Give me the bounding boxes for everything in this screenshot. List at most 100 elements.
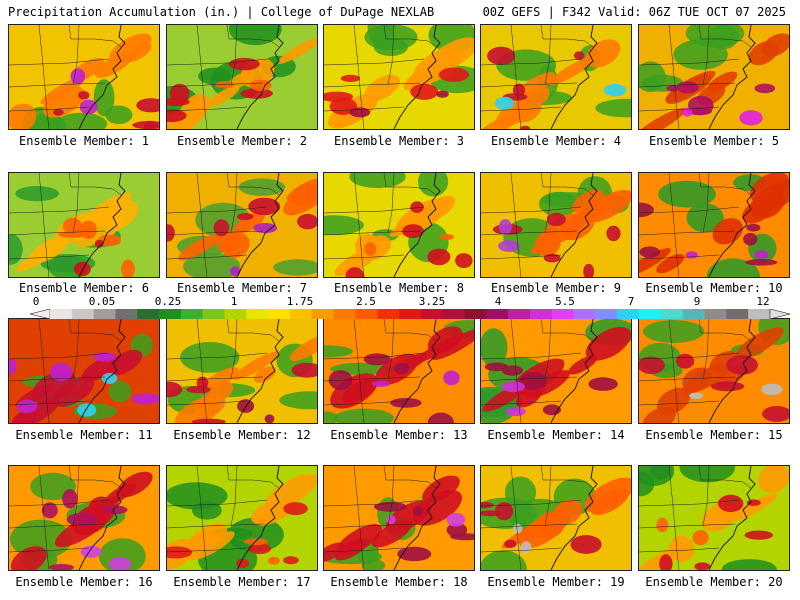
ensemble-member-map bbox=[8, 24, 160, 130]
colorbar-swatch bbox=[508, 309, 531, 319]
ensemble-member-map bbox=[166, 465, 318, 571]
colorbar-tick-label: 0.05 bbox=[88, 295, 116, 308]
colorbar-swatch bbox=[682, 309, 705, 319]
colorbar-swatch bbox=[726, 309, 749, 319]
colorbar-tick-label: 9 bbox=[693, 295, 701, 308]
colorbar-swatch bbox=[704, 309, 727, 319]
ensemble-member-map bbox=[8, 318, 160, 424]
ensemble-member-map bbox=[480, 24, 632, 130]
colorbar-tick-label: 0 bbox=[32, 295, 40, 308]
ensemble-member-label: Ensemble Member: 2 bbox=[176, 134, 308, 148]
ensemble-member-label: Ensemble Member: 10 bbox=[645, 281, 783, 295]
ensemble-member-label: Ensemble Member: 11 bbox=[15, 428, 153, 442]
colorbar-swatch bbox=[180, 309, 204, 319]
colorbar-swatch bbox=[71, 309, 94, 319]
precipitation-map bbox=[324, 319, 474, 423]
colorbar-swatch bbox=[573, 309, 596, 319]
ensemble-member-label: Ensemble Member: 8 bbox=[333, 281, 465, 295]
colorbar-swatch bbox=[137, 309, 160, 319]
precipitation-map bbox=[324, 466, 474, 570]
ensemble-member-map bbox=[638, 465, 790, 571]
colorbar-swatch bbox=[355, 309, 378, 319]
colorbar-swatch bbox=[551, 309, 574, 319]
precipitation-map bbox=[9, 25, 159, 129]
ensemble-member-map bbox=[166, 172, 318, 278]
precipitation-map bbox=[481, 25, 631, 129]
colorbar-swatch bbox=[333, 309, 356, 319]
run-info: 00Z GEFS | F342 Valid: 06Z TUE OCT 07 20… bbox=[482, 5, 786, 19]
colorbar-max-arrow bbox=[769, 309, 790, 319]
ensemble-member-label: Ensemble Member: 16 bbox=[15, 575, 153, 589]
colorbar-swatch bbox=[115, 309, 138, 319]
ensemble-member-label: Ensemble Member: 17 bbox=[173, 575, 311, 589]
ensemble-member-label: Ensemble Member: 6 bbox=[18, 281, 150, 295]
colorbar-tick-label: 1 bbox=[230, 295, 238, 308]
precipitation-map bbox=[639, 319, 789, 423]
colorbar-swatch bbox=[202, 309, 225, 319]
colorbar-tick-label: 2.5 bbox=[356, 295, 376, 308]
precipitation-map bbox=[9, 319, 159, 423]
precipitation-map bbox=[639, 466, 789, 570]
ensemble-member-map bbox=[638, 172, 790, 278]
map-header: Precipitation Accumulation (in.) | Colle… bbox=[0, 0, 800, 24]
ensemble-member-map bbox=[638, 318, 790, 424]
ensemble-member-label: Ensemble Member: 15 bbox=[645, 428, 783, 442]
ensemble-member-map bbox=[166, 318, 318, 424]
colorbar-swatch bbox=[399, 309, 422, 319]
ensemble-member-label: Ensemble Member: 14 bbox=[487, 428, 625, 442]
colorbar-tick-label: 12 bbox=[756, 295, 770, 308]
colorbar-swatch bbox=[660, 309, 684, 319]
ensemble-member-map bbox=[166, 24, 318, 130]
colorbar-tick-label: 4 bbox=[494, 295, 502, 308]
precipitation-map bbox=[167, 25, 317, 129]
colorbar-tick-label: 0.25 bbox=[154, 295, 182, 308]
precipitation-map bbox=[481, 319, 631, 423]
colorbar-swatch bbox=[246, 309, 269, 319]
ensemble-member-map bbox=[323, 465, 475, 571]
ensemble-member-label: Ensemble Member: 1 bbox=[18, 134, 150, 148]
ensemble-member-map bbox=[480, 465, 632, 571]
ensemble-member-label: Ensemble Member: 7 bbox=[176, 281, 308, 295]
ensemble-member-label: Ensemble Member: 20 bbox=[645, 575, 783, 589]
ensemble-member-label: Ensemble Member: 3 bbox=[333, 134, 465, 148]
colorbar-tick-label: 5.5 bbox=[555, 295, 575, 308]
precipitation-map bbox=[639, 25, 789, 129]
colorbar-swatch bbox=[377, 309, 400, 319]
map-title: Precipitation Accumulation (in.) | Colle… bbox=[8, 5, 435, 19]
colorbar-swatch bbox=[290, 309, 313, 319]
colorbar-min-arrow bbox=[30, 309, 51, 319]
precipitation-map bbox=[481, 173, 631, 277]
colorbar-swatch bbox=[639, 309, 662, 319]
ensemble-member-label: Ensemble Member: 12 bbox=[173, 428, 311, 442]
precipitation-map bbox=[639, 173, 789, 277]
colorbar-swatch bbox=[50, 309, 73, 319]
colorbar-tick-label: 7 bbox=[627, 295, 635, 308]
ensemble-member-map bbox=[638, 24, 790, 130]
colorbar-swatch bbox=[442, 309, 465, 319]
colorbar-swatch bbox=[617, 309, 640, 319]
colorbar-tick-labels: 0 0.05 0.25 1 1.75 2.5 3.25 4 5.5 7 9 12 bbox=[0, 295, 800, 309]
colorbar-swatch bbox=[486, 309, 509, 319]
colorbar-tick-label: 1.75 bbox=[286, 295, 314, 308]
precipitation-map bbox=[9, 173, 159, 277]
colorbar-swatch bbox=[93, 309, 116, 319]
ensemble-member-map bbox=[323, 172, 475, 278]
precipitation-map bbox=[167, 319, 317, 423]
colorbar-swatch bbox=[748, 309, 771, 319]
colorbar-swatch bbox=[224, 309, 247, 319]
ensemble-member-label: Ensemble Member: 4 bbox=[490, 134, 622, 148]
precipitation-map bbox=[324, 173, 474, 277]
precipitation-map bbox=[481, 466, 631, 570]
colorbar-swatch bbox=[530, 309, 553, 319]
colorbar-swatch bbox=[311, 309, 334, 319]
ensemble-member-label: Ensemble Member: 5 bbox=[648, 134, 780, 148]
colorbar-tick-label: 3.25 bbox=[418, 295, 446, 308]
ensemble-member-label: Ensemble Member: 19 bbox=[487, 575, 625, 589]
ensemble-member-label: Ensemble Member: 9 bbox=[490, 281, 622, 295]
colorbar-swatch bbox=[420, 309, 444, 319]
precipitation-map bbox=[167, 466, 317, 570]
precipitation-map bbox=[9, 466, 159, 570]
precipitation-map bbox=[167, 173, 317, 277]
ensemble-member-label: Ensemble Member: 18 bbox=[330, 575, 468, 589]
ensemble-member-label: Ensemble Member: 13 bbox=[330, 428, 468, 442]
